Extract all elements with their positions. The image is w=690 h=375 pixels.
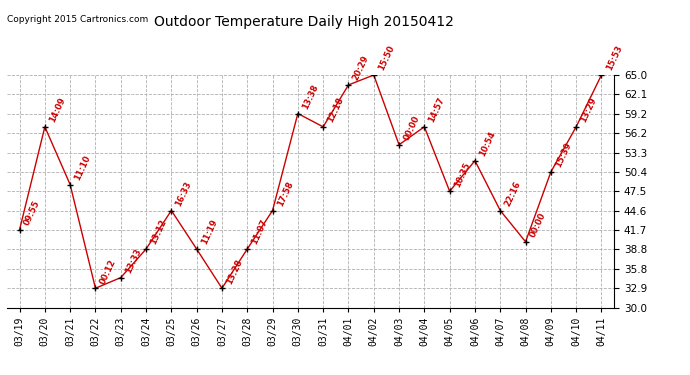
Text: 00:00: 00:00	[402, 114, 421, 142]
Text: 09:55: 09:55	[22, 199, 41, 227]
Text: 13:38: 13:38	[301, 83, 320, 111]
Text: 11:10: 11:10	[73, 154, 92, 182]
Text: 13:12: 13:12	[149, 218, 168, 246]
Text: 00:12: 00:12	[98, 258, 117, 285]
Text: 12:18: 12:18	[326, 96, 346, 124]
Text: 10:35: 10:35	[453, 160, 472, 189]
Text: Temperature (°F): Temperature (°F)	[525, 25, 626, 35]
Text: 13:28: 13:28	[225, 258, 244, 285]
Text: Copyright 2015 Cartronics.com: Copyright 2015 Cartronics.com	[7, 15, 148, 24]
Text: 22:16: 22:16	[503, 180, 522, 208]
Text: 13:29: 13:29	[579, 96, 598, 124]
Text: 13:33: 13:33	[124, 247, 143, 275]
Text: 14:57: 14:57	[427, 96, 446, 124]
Text: 20:29: 20:29	[351, 54, 371, 82]
Text: 15:39: 15:39	[553, 141, 573, 169]
Text: 16:33: 16:33	[174, 180, 193, 208]
Text: Outdoor Temperature Daily High 20150412: Outdoor Temperature Daily High 20150412	[154, 15, 453, 29]
Text: 17:58: 17:58	[275, 180, 295, 208]
Text: 14:09: 14:09	[48, 96, 67, 124]
Text: 10:54: 10:54	[477, 130, 497, 158]
Text: 15:50: 15:50	[377, 44, 396, 72]
Text: 15:53: 15:53	[604, 44, 624, 72]
Text: 00:00: 00:00	[529, 211, 548, 239]
Text: 11:19: 11:19	[199, 218, 219, 246]
Text: 11:07: 11:07	[250, 218, 269, 246]
